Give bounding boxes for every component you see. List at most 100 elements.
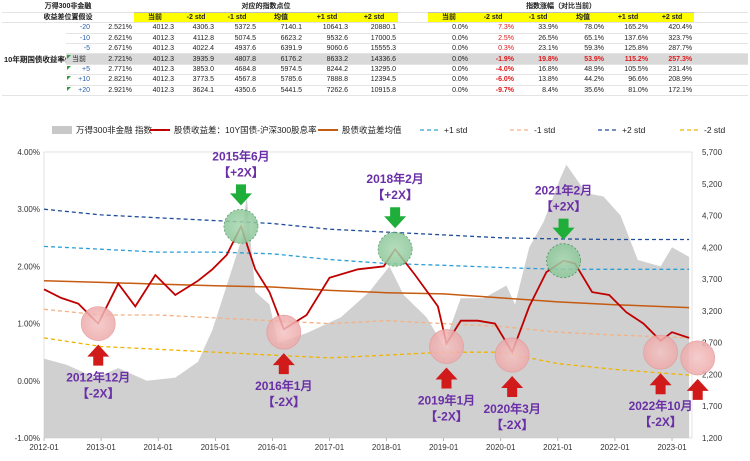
cell-point: 9060.6 (304, 43, 351, 55)
cell-change: 0.3% (470, 43, 517, 55)
y-right-tick-label: 3,200 (702, 307, 723, 316)
annotation-date: 2015年6月 (212, 148, 269, 163)
cell-point: 3935.9 (176, 53, 217, 65)
highlight-circle-bottom (266, 314, 302, 350)
row-label: -20 (66, 22, 92, 34)
yield-spread-chart: 万得300非金融 指数 股债收益差：10Y国债-沪深300股息率 股债收益差均值 +1… (15, 125, 726, 452)
arrow-down-icon (384, 207, 407, 229)
table-row: -10 2.621% 4012.3 4112.8 5074.5 6623.2 9532.6 1… (2, 33, 749, 45)
cell-change: 420.4% (650, 22, 695, 34)
arrow-up-icon (435, 367, 458, 389)
chart-annotations: 2015年6月【+2X】 2018年2月【+2X】 2021年2月【+2X】2012… (66, 148, 716, 432)
annotation-date: 2016年1月 (255, 378, 312, 393)
y-right-tick-label: 5,200 (702, 180, 723, 189)
arrow-up-icon (87, 344, 110, 366)
cell-change: 287.7% (650, 43, 695, 55)
cell-point: 4807.8 (216, 53, 259, 65)
cell-change: -4.0% (470, 64, 517, 76)
highlight-circle-bottom (80, 306, 116, 342)
cell-point: 6391.9 (258, 43, 305, 55)
annotation-tag: 【-2X】 (491, 417, 534, 432)
annotation-date: 2018年2月 (366, 171, 423, 186)
cell-point: 3624.1 (176, 85, 217, 97)
x-tick-label: 2020-01 (486, 443, 516, 452)
col-header-change-3: 均值 (560, 12, 607, 24)
cell-point: 4012.3 (134, 22, 177, 34)
table-subtitle: 收益差位置假设 (2, 12, 135, 24)
col-header-points-0: 当前 (134, 12, 177, 24)
series-line-6 (43, 337, 690, 376)
x-tick-label: 2013-01 (86, 443, 116, 452)
cell-point: 17000.5 (350, 33, 399, 45)
cell-change: 0.0% (428, 74, 471, 86)
arrow-up-icon (501, 376, 524, 398)
table-row: +10 2.821% 4012.3 3773.5 4567.8 5785.6 7888.8 1… (2, 74, 749, 86)
arrow-down-icon (552, 218, 575, 240)
cell-change: 35.6% (560, 85, 607, 97)
x-tick-label: 2019-01 (429, 443, 459, 452)
cell-change: 323.7% (650, 33, 695, 45)
group-header-change: 指数涨幅（对比当前） (428, 2, 695, 13)
cell-change: -6.0% (470, 74, 517, 86)
cell-change: 19.8% (516, 53, 561, 65)
cell-change: 125.8% (606, 43, 651, 55)
col-header-points-5: +2 std (350, 12, 399, 24)
row-yield: 2.921% (92, 85, 135, 97)
highlight-circle-bottom (680, 340, 716, 376)
cell-point: 15555.3 (350, 43, 399, 55)
annotation-date: 2022年10月 (629, 398, 693, 413)
cell-point: 20880.1 (350, 22, 399, 34)
col-header-change-0: 当前 (428, 12, 471, 24)
cell-point: 8633.2 (304, 53, 351, 65)
x-tick-label: 2014-01 (144, 443, 174, 452)
y-right-tick-label: 5,700 (702, 148, 723, 157)
annotation-tag: 【-2X】 (77, 386, 120, 401)
cell-point: 5441.5 (258, 85, 305, 97)
row-yield: 2.621% (92, 33, 135, 45)
annotation-tag: 【+2X】 (218, 164, 264, 179)
cell-change: 105.5% (606, 64, 651, 76)
highlight-circle-bottom (643, 334, 678, 370)
annotation-tag: 【-2X】 (262, 394, 305, 409)
row-label: +20 (66, 85, 92, 97)
cell-change: 0.0% (428, 22, 471, 34)
cell-point: 5074.5 (216, 33, 259, 45)
cell-change: 78.0% (560, 22, 607, 34)
cell-point: 4112.8 (176, 33, 217, 45)
cell-point: 4567.8 (216, 74, 259, 86)
col-header-points-4: +1 std (304, 12, 351, 24)
table-row: 10年期国债收益率假设(单位bp)-202.521%4012.34306.353… (2, 22, 749, 97)
cell-change: 208.9% (650, 74, 695, 86)
x-tick-label: 2022-01 (600, 443, 630, 452)
cell-change: 257.3% (650, 53, 695, 65)
highlight-circle-bottom (494, 337, 530, 373)
legend-entry: +1 std (444, 125, 468, 135)
cell-change: 13.8% (516, 74, 561, 86)
row-label: +10 (66, 74, 92, 86)
annotation-date: 2012年12月 (66, 370, 130, 385)
col-header-points-1: -2 std (176, 12, 217, 24)
y-left-tick-label: 4.00% (17, 148, 40, 157)
cell-point: 5785.6 (258, 74, 305, 86)
cell-change: 0.0% (428, 53, 471, 65)
annotation-date: 2021年2月 (535, 183, 592, 198)
cell-point: 6176.2 (258, 53, 305, 65)
cell-point: 4012.3 (134, 64, 177, 76)
table-row: +5 2.771% 4012.3 3853.0 4684.8 5974.5 8244.2 13… (2, 64, 749, 76)
cell-point: 4012.3 (134, 85, 177, 97)
y-right-tick-label: 3,700 (702, 275, 723, 284)
col-header-change-1: -2 std (470, 12, 517, 24)
row-yield: 2.771% (92, 64, 135, 76)
legend-entry: 股债收益差均值 (342, 125, 402, 135)
x-tick-label: 2017-01 (315, 443, 345, 452)
legend-entry: -1 std (534, 125, 556, 135)
annotation-date: 2020年3月 (483, 401, 540, 416)
arrow-down-icon (229, 184, 252, 206)
annotation-tag: 【-2X】 (639, 414, 682, 429)
legend-entry: 万得300非金融 指数 (76, 125, 153, 135)
cell-point: 3773.5 (176, 74, 217, 86)
cell-change: 0.0% (428, 85, 471, 97)
y-left-tick-label: 3.00% (17, 205, 40, 214)
y-right-tick-label: 2,200 (702, 370, 723, 379)
row-label: -5 (66, 43, 92, 55)
